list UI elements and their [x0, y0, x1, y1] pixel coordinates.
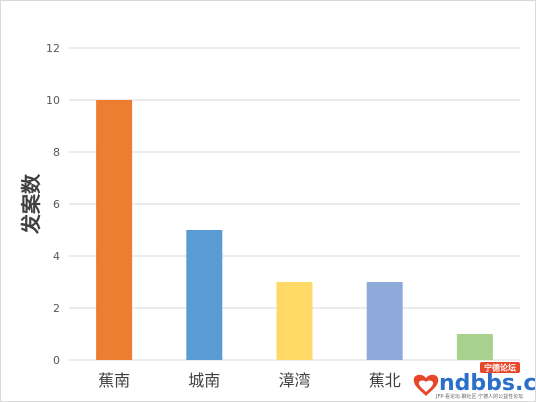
bar	[96, 100, 133, 360]
y-tick-label: 8	[53, 146, 60, 159]
x-category-labels: 蕉南 城南 漳湾 蕉北	[98, 371, 401, 390]
y-tick-label: 4	[53, 250, 60, 263]
bar	[276, 282, 313, 360]
gridlines	[69, 47, 520, 361]
y-tick-label: 2	[53, 302, 60, 315]
watermark: 宁德论坛 ndbbs.com JFP·看论坛·聊社区·宁德人的公益性论坛	[413, 362, 536, 400]
bars	[96, 100, 493, 360]
y-tick-label: 10	[46, 94, 60, 107]
bar	[366, 282, 403, 360]
bar	[456, 334, 493, 360]
y-tick-label: 6	[53, 198, 60, 211]
watermark-text: ndbbs.com	[439, 371, 536, 396]
x-category-label: 漳湾	[278, 371, 310, 390]
watermark-tagline: JFP·看论坛·聊社区·宁德人的公益性论坛	[435, 393, 523, 400]
bar	[186, 230, 223, 360]
watermark-badge-text: 宁德论坛	[484, 363, 516, 373]
watermark-badge: 宁德论坛	[480, 362, 520, 373]
y-axis-label: 发案数	[19, 173, 43, 235]
y-tick-labels: 0 2 4 6 8 10 12	[46, 42, 60, 367]
x-category-label: 城南	[188, 371, 220, 390]
y-tick-label: 0	[53, 354, 60, 367]
x-category-label: 蕉南	[98, 371, 130, 390]
y-tick-label: 12	[46, 42, 60, 55]
x-category-label: 蕉北	[369, 371, 401, 390]
